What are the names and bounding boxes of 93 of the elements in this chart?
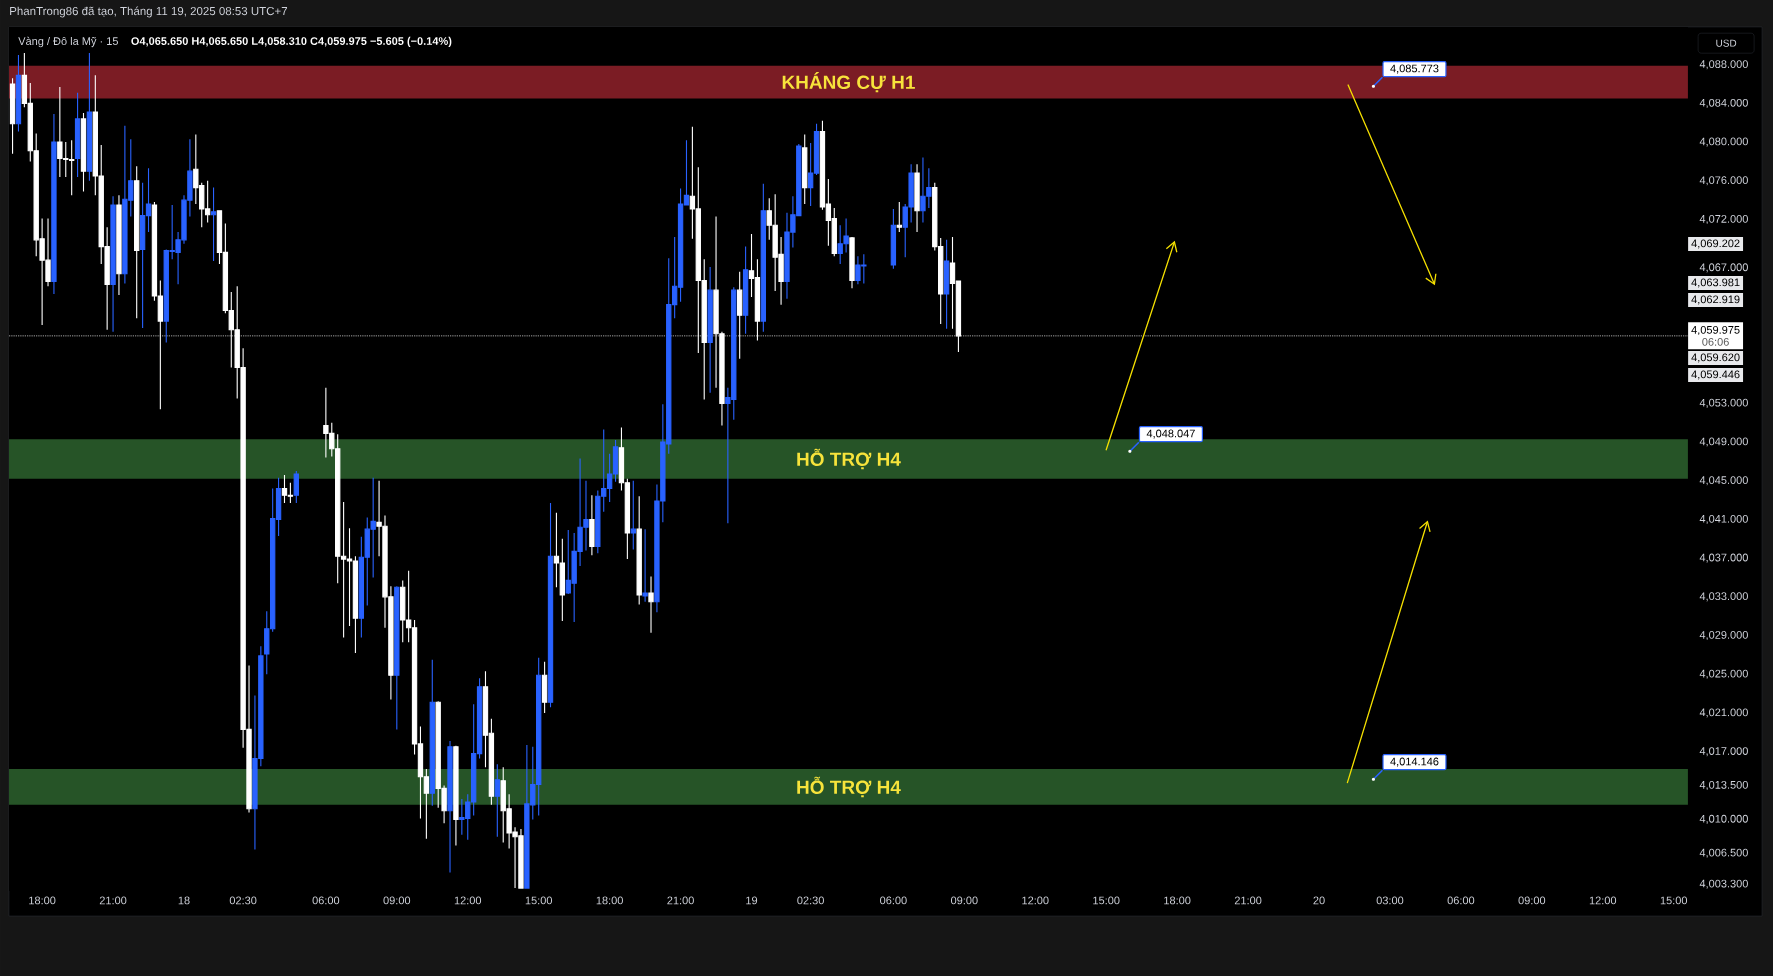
y-tick-label: 4,049.000 [1699,437,1748,447]
candlestick [116,194,122,296]
ref-line-label: 4,059.975 [1691,325,1740,336]
y-tick-label: 4,080.000 [1699,137,1748,147]
candlestick [914,163,920,233]
candlestick [896,201,902,233]
candlestick [51,113,57,295]
y-tick-label: 4,045.000 [1699,476,1748,486]
candlestick [494,763,500,838]
x-tick-label: 12:00 [1589,896,1617,905]
candlestick [541,661,548,714]
candlestick [742,246,749,335]
text: 4,069.202 [1691,239,1740,249]
y-tick-label: 4,029.000 [1699,631,1748,641]
x-tick-label: 21:00 [667,896,694,905]
y-tick-label: 4,067.000 [1699,263,1748,273]
x-tick-label: 06:00 [312,896,340,905]
y-tick-label: 4,017.000 [1699,747,1748,757]
y-tick-label: 4,072.000 [1699,214,1748,225]
text: Vàng / Đô la Mỹ · 15 [18,36,118,48]
candlestick [890,208,897,270]
candlestick [447,740,453,874]
y-tick-label: 4,076.000 [1699,176,1748,186]
y-tick-label: 4,025.000 [1699,669,1748,679]
candlestick [589,494,595,556]
text: 06:06 [1702,337,1729,346]
candlestick [547,502,554,708]
band-label: KHÁNG CỰ H1 [782,72,915,93]
x-tick-label: 02:30 [229,896,257,905]
x-tick-label: 18:00 [1164,896,1191,905]
candlestick [760,183,767,333]
y-tick-label: 4,053.000 [1699,398,1748,408]
y-tick-label: 4,013.500 [1699,780,1748,791]
candlestick [707,266,713,394]
x-tick-label: 18:00 [596,896,623,905]
candlestick [642,528,648,603]
candlestick [9,77,16,155]
annotation: 4,085.773 [1390,64,1439,74]
y-tick-label: 4,084.000 [1699,98,1748,108]
band-label: HỖ TRỢ H4 [797,776,901,798]
candlestick [86,52,93,182]
x-tick-label: 09:00 [1518,896,1546,905]
y-tick-label: 4,021.000 [1699,708,1748,718]
candlestick [80,112,87,193]
candlestick [134,165,140,319]
x-tick-label: 18:00 [29,896,56,905]
text: 4,062.919 [1691,295,1740,305]
band-label: HỖ TRỢ H4 [797,448,901,470]
candlestick [74,92,81,178]
x-tick-label: 06:00 [880,896,907,905]
candlestick [394,585,400,730]
y-axis-title: USD [1716,39,1737,47]
x-tick-label: 03:00 [1376,896,1404,905]
x-tick-label: 21:00 [1234,896,1262,905]
candlestick [943,239,950,330]
x-tick-label: 09:00 [950,896,978,905]
x-tick-label: 06:00 [1447,896,1475,905]
candlestick [15,54,22,133]
y-tick-label: 4,037.000 [1699,553,1748,563]
x-tick-label: 02:30 [797,896,824,905]
annotation: 4,048.047 [1146,429,1195,439]
candlestick [453,745,459,847]
text: PhanTrong86 đã tạo, Tháng 11 19, 2025 08:53 UTC+7 [10,6,288,18]
annotation: 4,014.146 [1390,757,1439,767]
x-tick-label: 12:00 [454,896,482,905]
candlestick [849,236,855,289]
y-tick-label: 4,010.000 [1699,814,1748,824]
candlestick [210,187,217,262]
text: O4,065.650 H4,065.650 L4,058.310 C4,059.975 −5.605 (−0.14%) [131,36,452,48]
text: 4,059.620 [1691,353,1740,363]
y-tick-label: 4,088.000 [1699,60,1748,70]
x-tick-label: 12:00 [1022,896,1049,905]
x-tick-label: 20 [1313,896,1325,905]
x-tick-label: 15:00 [1660,896,1688,905]
x-tick-label: 15:00 [1093,896,1120,905]
text: 4,059.446 [1691,370,1740,380]
candlestick [293,470,299,504]
text: 4,063.981 [1691,278,1740,288]
candlestick [648,575,654,634]
candlestick [802,133,808,205]
candlestick [630,480,636,550]
y-tick-label: 4,033.000 [1699,592,1748,602]
y-tick-label: 4,003.300 [1699,879,1748,889]
y-tick-label: 4,006.500 [1699,848,1748,858]
y-tick-label: 4,041.000 [1699,514,1748,524]
x-tick-label: 15:00 [525,896,553,905]
candlestick [636,495,642,606]
x-tick-label: 19 [746,896,758,905]
candlestick [429,659,435,807]
candlestick [110,195,116,333]
x-tick-label: 18 [178,896,190,905]
x-tick-label: 21:00 [99,896,127,905]
x-tick-label: 09:00 [383,896,411,905]
